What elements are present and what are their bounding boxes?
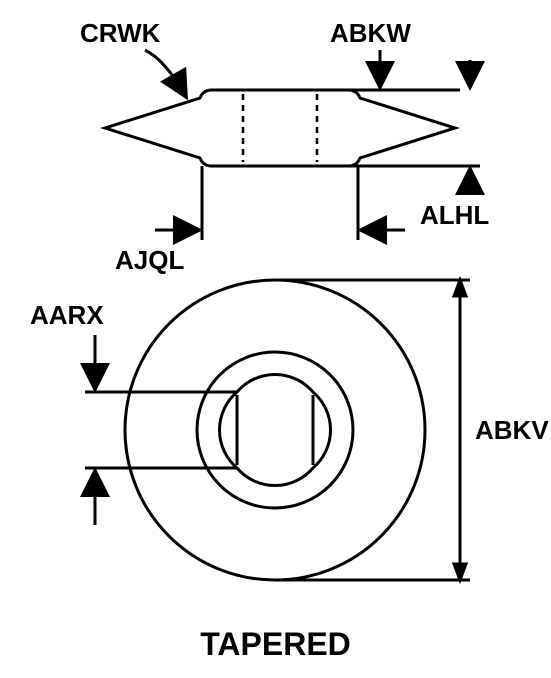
technical-drawing-svg [0,0,551,678]
aarx-label: AARX [30,300,104,331]
abkv-label: ABKV [475,415,549,446]
abkw-dimension [348,50,460,90]
side-view [105,90,455,166]
top-view [125,280,425,580]
aarx-dimension [85,335,237,525]
ajql-dimension [155,166,405,240]
diagram-title: TAPERED [200,626,351,663]
crwk-label: CRWK [80,18,160,49]
ajql-label: AJQL [115,245,184,276]
abkw-label: ABKW [330,18,411,49]
diagram-container: CRWK ABKW AJQL ALHL AARX ABKV TAPERED [0,0,551,678]
alhl-label: ALHL [420,200,489,231]
crwk-indicator [145,50,185,95]
alhl-dimension [348,60,480,195]
